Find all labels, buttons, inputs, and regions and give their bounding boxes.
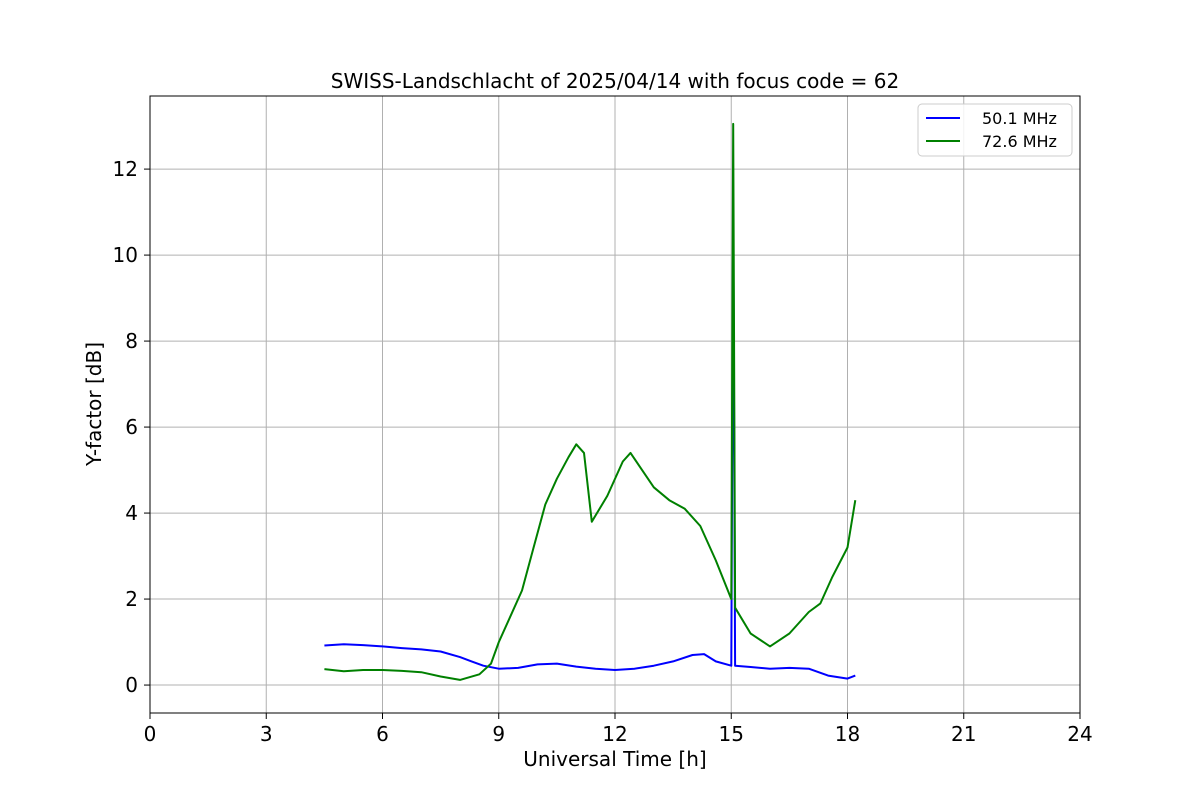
y-tick-label: 0 [125,673,138,697]
x-tick-label: 12 [602,722,627,746]
legend-label-50mhz: 50.1 MHz [982,109,1057,128]
x-tick-label: 9 [492,722,505,746]
series-layer [324,122,857,681]
y-axis-ticks: 0 2 4 6 8 10 12 [113,157,150,697]
x-axis-label: Universal Time [h] [523,747,706,771]
y-axis-label: Y-factor [dB] [82,342,106,467]
x-tick-label: 6 [376,722,389,746]
chart-title: SWISS-Landschlacht of 2025/04/14 with fo… [331,69,899,93]
legend: 50.1 MHz 72.6 MHz [917,103,1073,157]
x-tick-label: 21 [951,722,976,746]
x-tick-label: 15 [719,722,744,746]
series-line-72mhz [324,122,857,681]
y-tick-label: 4 [125,501,138,525]
x-axis-ticks: 0 3 6 9 12 15 18 21 24 [144,713,1093,746]
y-tick-label: 12 [113,157,138,181]
legend-label-72mhz: 72.6 MHz [982,132,1057,151]
x-tick-label: 24 [1067,722,1092,746]
y-tick-label: 8 [125,329,138,353]
x-tick-label: 0 [144,722,157,746]
series-line-50mhz [324,206,856,680]
x-tick-label: 18 [835,722,860,746]
y-tick-label: 10 [113,243,138,267]
y-tick-label: 6 [125,415,138,439]
x-tick-label: 3 [260,722,273,746]
y-tick-label: 2 [125,587,138,611]
